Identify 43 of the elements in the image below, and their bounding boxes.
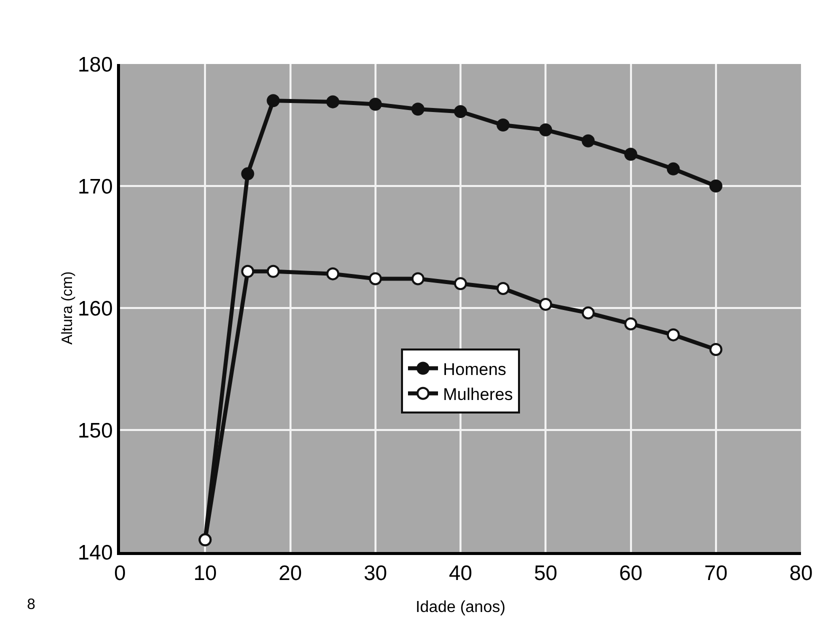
point bbox=[454, 105, 467, 118]
text: 8 bbox=[27, 596, 36, 613]
x-tick-label: 30 bbox=[364, 562, 388, 586]
point bbox=[411, 272, 424, 286]
point bbox=[582, 306, 595, 320]
x-axis-title: Idade (anos) bbox=[416, 599, 506, 616]
point bbox=[368, 272, 382, 286]
point bbox=[582, 134, 595, 148]
y-tick-label: 180 bbox=[78, 53, 113, 76]
point bbox=[266, 264, 280, 278]
x-tick-label: 60 bbox=[619, 562, 642, 586]
point bbox=[624, 148, 638, 161]
point bbox=[241, 264, 254, 278]
point bbox=[411, 102, 424, 116]
y-tick-label: 170 bbox=[78, 175, 113, 198]
point bbox=[539, 123, 552, 136]
point bbox=[666, 328, 680, 342]
y-tick-label: 160 bbox=[78, 297, 113, 320]
point bbox=[326, 267, 340, 280]
x-tick-label: 0 bbox=[114, 562, 126, 586]
point bbox=[496, 282, 510, 295]
point bbox=[624, 317, 638, 330]
legend-label: Mulheres bbox=[443, 384, 513, 404]
x-tick-label: 20 bbox=[278, 562, 302, 586]
y-tick-label: 150 bbox=[78, 419, 113, 442]
x-tick-label: 10 bbox=[193, 562, 217, 586]
y-axis-title: Altura (cm) bbox=[58, 271, 76, 345]
point bbox=[709, 180, 722, 192]
point bbox=[709, 342, 722, 356]
y-tick-label: 140 bbox=[78, 541, 113, 564]
x-tick-label: 40 bbox=[448, 562, 472, 586]
x-tick-label: 80 bbox=[789, 562, 813, 586]
point bbox=[241, 167, 254, 180]
x-tick-label: 70 bbox=[704, 562, 728, 586]
point bbox=[454, 277, 467, 290]
point bbox=[666, 162, 680, 176]
point bbox=[496, 118, 510, 132]
point bbox=[539, 298, 552, 311]
x-tick-label: 50 bbox=[534, 562, 558, 586]
legend-label: Homens bbox=[443, 360, 506, 379]
point bbox=[266, 94, 280, 108]
point bbox=[326, 95, 340, 108]
point bbox=[368, 98, 382, 111]
